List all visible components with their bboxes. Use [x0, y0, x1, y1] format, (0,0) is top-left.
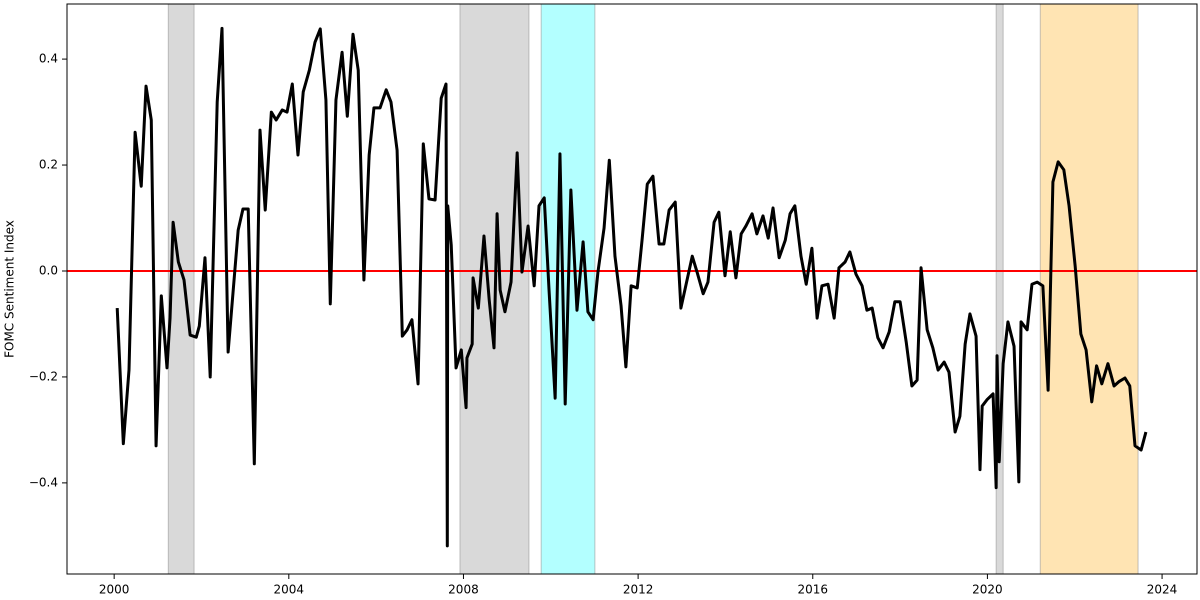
plot-frame [66, 3, 1198, 575]
x-tick-label: 2024 [1147, 583, 1178, 597]
shaded-band [1039, 3, 1139, 575]
y-tick-label: −0.2 [29, 369, 58, 383]
y-tick-label: 0.4 [39, 52, 58, 66]
y-tick-label: 0.0 [39, 263, 58, 277]
x-tick-label: 2008 [448, 583, 479, 597]
x-tick-label: 2012 [623, 583, 654, 597]
x-tick-label: 2016 [797, 583, 828, 597]
shaded-band [167, 3, 195, 575]
y-tick-label: −0.4 [29, 475, 58, 489]
x-tick-label: 2000 [99, 583, 130, 597]
y-axis-label: FOMC Sentiment Index [3, 220, 17, 358]
y-tick-label: 0.2 [39, 158, 58, 172]
data-line [115, 26, 1148, 548]
x-tick-label: 2020 [972, 583, 1003, 597]
x-tick-label: 2004 [274, 583, 305, 597]
